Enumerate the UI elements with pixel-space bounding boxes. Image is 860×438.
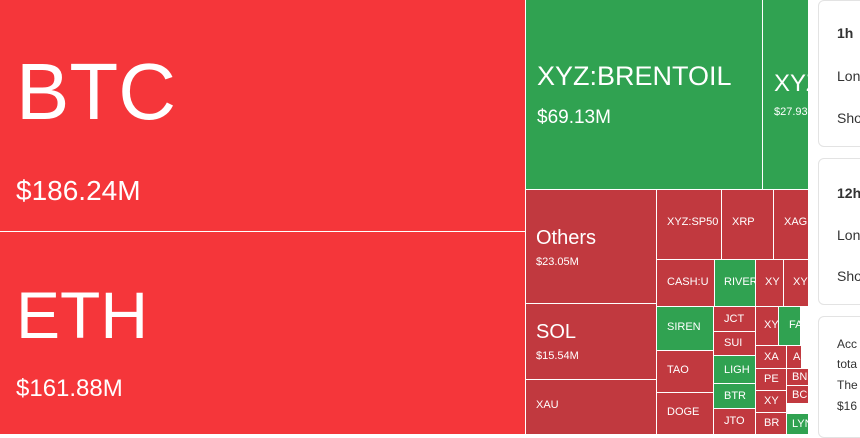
tile-label: FA <box>789 319 800 331</box>
card-text: Sho <box>837 110 860 126</box>
tile-label: LYN <box>792 418 808 430</box>
tile[interactable]: BC <box>787 386 808 403</box>
tile-label: XAG <box>784 216 808 228</box>
tile[interactable]: SIREN <box>657 307 713 350</box>
tile[interactable]: SOL $15.54M <box>526 304 656 379</box>
tile-value: $69.13M <box>537 107 611 128</box>
tile[interactable]: XY <box>756 391 786 412</box>
tile-label: XY <box>765 276 780 288</box>
tile[interactable]: XYZ:BRENTOIL $69.13M <box>526 0 762 189</box>
tile[interactable]: XA <box>756 346 786 368</box>
tile-value: $186.24M <box>16 175 141 206</box>
tile-label: JCT <box>724 313 745 325</box>
tile-label: BTR <box>724 390 746 402</box>
tile[interactable]: CASH:U <box>657 260 714 306</box>
card: Acc tota The $16 <box>818 316 860 438</box>
tile[interactable]: JTO <box>714 409 755 434</box>
tile[interactable]: XY <box>756 260 783 306</box>
tile-label: XY <box>764 395 779 407</box>
tile-label: SIREN <box>667 321 701 333</box>
tile[interactable]: XRP <box>722 190 773 259</box>
tile-label: ETH <box>16 278 148 352</box>
tile[interactable]: JCT <box>714 307 755 331</box>
tile[interactable]: XYZ:SP50 <box>657 190 721 259</box>
tile-label: BN <box>792 371 808 383</box>
card-text: 12h <box>837 185 860 201</box>
tile[interactable]: XAG <box>774 190 808 259</box>
tile[interactable]: XY <box>756 307 778 345</box>
tile[interactable]: FA <box>779 307 800 345</box>
tile-value: $161.88M <box>16 375 123 402</box>
tile[interactable]: BTC $186.24M <box>0 0 525 231</box>
tile[interactable]: LYN <box>787 414 808 434</box>
tile-label: XY <box>764 319 778 331</box>
tile-label: BTC <box>16 47 176 136</box>
tile-label: RIVER <box>724 276 755 288</box>
card-text: 1h <box>837 25 854 41</box>
treemap: BTC $186.24M ETH $161.88M XYZ:BRENTOIL $69.13… <box>0 0 809 434</box>
tile[interactable]: TAO <box>657 351 713 392</box>
tile[interactable]: ETH $161.88M <box>0 232 525 434</box>
tile[interactable]: RIVER <box>715 260 755 306</box>
tile-label: PE <box>764 373 779 385</box>
tile-label: BC <box>792 389 808 401</box>
tile-label: XY <box>793 276 808 288</box>
card-text: The <box>837 378 858 392</box>
tile[interactable]: XYZ $27.93 <box>763 0 808 189</box>
tile[interactable]: XY <box>784 260 808 306</box>
tile-label: SUI <box>724 337 743 349</box>
tile-value: $23.05M <box>536 256 579 268</box>
card: 1h Lon Sho <box>818 0 860 147</box>
tile-label: SOL <box>536 321 577 343</box>
tile-label: TAO <box>667 364 689 376</box>
tile-label: XYZ:BRENTOIL <box>537 61 732 91</box>
tile-label: XYZ:SP50 <box>667 216 719 228</box>
tile-label: XA <box>764 351 779 363</box>
tile-label: XRP <box>732 216 755 228</box>
tile-value: $15.54M <box>536 350 579 362</box>
card-text: Acc <box>837 337 858 351</box>
tile[interactable]: SUI <box>714 332 755 355</box>
tile-label: XYZ <box>774 70 808 97</box>
tile[interactable]: XAU <box>526 380 656 434</box>
tile-label: LIGH <box>724 364 750 376</box>
tile[interactable]: BR <box>756 413 786 434</box>
tile[interactable]: PE <box>756 369 786 390</box>
tile-value: $27.93 <box>774 106 808 118</box>
card: 12h Lon Sho <box>818 158 860 305</box>
tile-label: BR <box>764 417 780 429</box>
tile-label: JTO <box>724 415 745 427</box>
card-text: tota <box>837 357 858 371</box>
tile[interactable]: BN <box>787 369 808 385</box>
tile[interactable]: DOGE <box>657 393 713 434</box>
tile-label: XAU <box>536 399 559 411</box>
card-text: Lon <box>837 68 860 84</box>
tile-label: A <box>793 351 801 363</box>
tile[interactable]: A <box>787 346 801 368</box>
card-text: $16 <box>837 399 858 413</box>
card-text: Lon <box>837 227 860 243</box>
tile-label: Others <box>536 227 597 249</box>
tile[interactable]: LIGH <box>714 356 755 383</box>
tile-label: DOGE <box>667 406 700 418</box>
tile[interactable]: BTR <box>714 384 755 408</box>
tile[interactable]: Others $23.05M <box>526 190 656 303</box>
card-text: Sho <box>837 268 860 284</box>
tile-label: CASH:U <box>667 276 709 288</box>
